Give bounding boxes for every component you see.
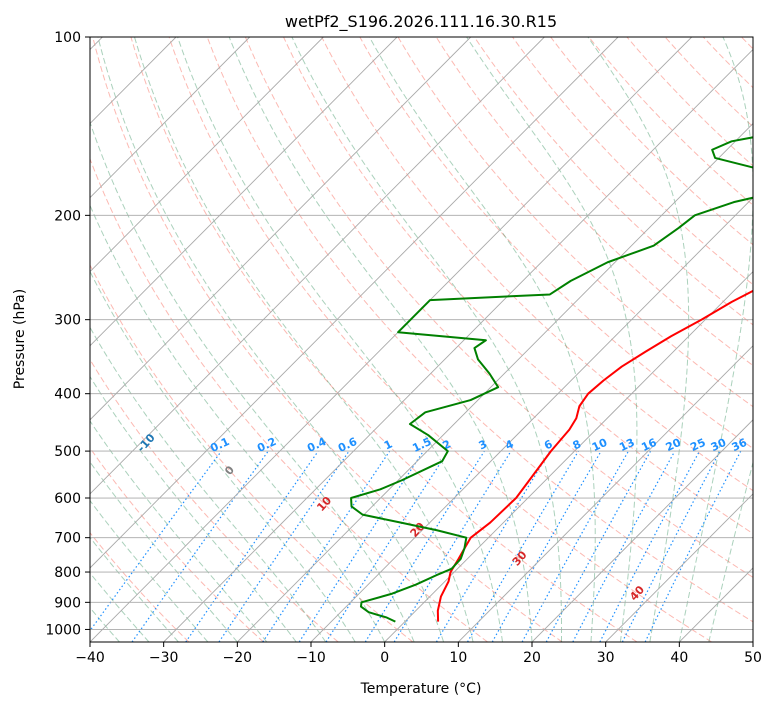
- isotherms: [90, 37, 753, 642]
- x-tick-label: 20: [523, 650, 541, 666]
- isotherm-line: [90, 37, 398, 347]
- moist-adiabat-line: [97, 37, 445, 642]
- dewpoint-profile-line: [350, 136, 753, 623]
- dry-adiabat-line: [168, 37, 712, 642]
- x-tick-label: −40: [75, 650, 105, 666]
- x-tick-label: −10: [296, 650, 326, 666]
- dry-adiabat-line: [321, 37, 753, 492]
- moist-adiabat-line: [177, 37, 504, 642]
- mixing-ratio-line: [325, 450, 449, 642]
- moist-adiabat-line: [291, 37, 563, 642]
- dry-adiabat-line: [435, 37, 753, 367]
- moist-adiabat-line: [90, 375, 297, 642]
- mixing-ratio-line: [218, 450, 350, 642]
- mixing-ratio-line: [364, 450, 485, 642]
- moist-adiabat-line: [90, 326, 327, 642]
- isotherm-line: [458, 345, 753, 642]
- y-tick-label: 400: [54, 387, 81, 403]
- isotherm-line: [384, 271, 753, 642]
- mixing-ratio-label: 25: [688, 436, 707, 454]
- y-tick-label: 1000: [45, 622, 81, 638]
- mixing-ratio-line: [521, 450, 629, 642]
- moist-adiabat-line: [368, 37, 596, 642]
- x-tick-label: 10: [449, 650, 467, 666]
- mixing-ratio-line: [435, 450, 551, 642]
- mixing-ratio-line: [185, 450, 319, 642]
- x-axis-ticks: −40 −30 −20 −10 0 10 20 30 40 50: [75, 642, 762, 666]
- dry-adiabat-line: [90, 263, 414, 642]
- isotherm-line: [90, 37, 619, 569]
- mixing-ratio-line: [572, 450, 676, 642]
- isotherm-line: [237, 122, 753, 642]
- moist-adiabat-line: [90, 204, 386, 642]
- plot-content: -100-90-80-70-60-50-40-30-20-10010203040…: [90, 37, 753, 642]
- mixing-ratio-label: 36: [730, 436, 750, 454]
- chart-title: wetPf2_S196.2026.111.16.30.R15: [285, 12, 557, 32]
- isotherm-line: [90, 37, 472, 421]
- mixing-ratio-line: [131, 450, 269, 642]
- isotherm-line: [531, 419, 753, 642]
- isotherm-line: [605, 493, 753, 642]
- dry-adiabat-line: [283, 37, 753, 535]
- mixing-ratio-line: [491, 450, 602, 642]
- mixing-ratio-label: 20: [664, 436, 684, 454]
- isotherm-line: [90, 37, 324, 273]
- mixing-ratio-label: 13: [617, 436, 636, 454]
- y-tick-label: 600: [54, 491, 81, 507]
- y-tick-label: 700: [54, 531, 81, 547]
- x-tick-label: 50: [744, 650, 762, 666]
- mixing-ratio-line: [393, 450, 512, 642]
- y-axis-ticks: 100 200 300 400 500 600 700 800 900 1000: [45, 30, 90, 638]
- moist-adiabats: [90, 37, 753, 642]
- dry-adiabat-line: [90, 358, 339, 642]
- y-tick-label: 100: [54, 30, 81, 46]
- mixing-ratio-line: [90, 450, 222, 632]
- moist-adiabat-line: [228, 37, 533, 642]
- isotherm-line: [90, 37, 251, 199]
- moist-adiabat-line: [134, 37, 474, 642]
- mixing-ratio-label: 30: [709, 436, 729, 454]
- pressure-gridlines: [90, 37, 753, 630]
- x-tick-label: −30: [149, 650, 179, 666]
- mixing-ratio-label: 10: [590, 436, 610, 454]
- mixing-ratio-lines: [90, 450, 742, 642]
- moist-adiabat-line: [466, 37, 638, 642]
- x-tick-label: 0: [380, 650, 389, 666]
- y-axis-label: Pressure (hPa): [12, 289, 28, 389]
- x-tick-label: −20: [223, 650, 253, 666]
- mixing-ratio-label: 16: [639, 436, 659, 454]
- y-tick-label: 500: [54, 444, 81, 460]
- moist-adiabat-line: [708, 460, 753, 642]
- moist-adiabat-line: [90, 270, 356, 642]
- profile-series: [350, 136, 753, 623]
- plot-frame: [89, 36, 754, 643]
- isotherm-line: [163, 48, 753, 642]
- dry-adiabat-line: [244, 37, 753, 578]
- dry-adiabat-line: [130, 37, 638, 642]
- x-tick-label: 40: [670, 650, 688, 666]
- y-tick-label: 900: [54, 595, 81, 611]
- dry-adiabat-line: [90, 531, 190, 642]
- mixing-ratio-line: [466, 450, 579, 642]
- isotherm-line: [310, 196, 753, 642]
- y-tick-label: 200: [54, 208, 81, 224]
- x-tick-label: 30: [597, 650, 615, 666]
- isotherm-line: [90, 37, 545, 495]
- y-tick-label: 800: [54, 565, 81, 581]
- moist-adiabat-line: [678, 37, 753, 642]
- y-tick-label: 300: [54, 313, 81, 329]
- x-axis-label: Temperature (°C): [360, 681, 482, 697]
- dry-adiabat-line: [92, 37, 563, 642]
- plot-area: [90, 37, 753, 642]
- moist-adiabat-line: [587, 37, 690, 642]
- dry-adiabat-line: [206, 37, 753, 623]
- isotherm-line: [90, 37, 693, 642]
- moist-adiabat-line: [90, 120, 415, 642]
